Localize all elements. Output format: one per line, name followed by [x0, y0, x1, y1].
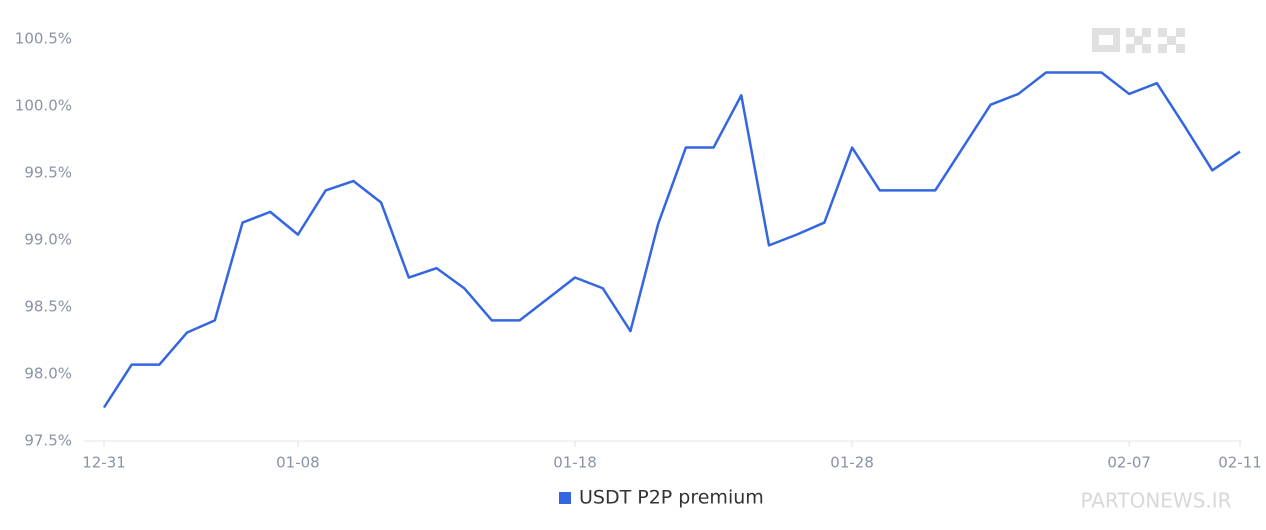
x-tick-label: 01-28: [830, 454, 874, 472]
y-tick-label: 99.5%: [24, 164, 72, 182]
okx-logo: [1092, 28, 1185, 53]
legend-swatch: [559, 492, 571, 504]
y-tick-label: 100.0%: [15, 97, 72, 115]
watermark: PARTONEWS.IR: [1080, 489, 1231, 513]
x-tick-label: 02-11: [1218, 454, 1262, 472]
legend-label: USDT P2P premium: [579, 487, 764, 509]
y-tick-label: 98.5%: [24, 298, 72, 316]
y-tick-label: 100.5%: [15, 30, 72, 48]
x-tick-label: 01-18: [553, 454, 597, 472]
x-tick-label: 12-31: [82, 454, 126, 472]
y-tick-label: 97.5%: [24, 432, 72, 450]
y-tick-label: 98.0%: [24, 365, 72, 383]
line: [102, 71, 1241, 409]
x-tick-label: 02-07: [1107, 454, 1151, 472]
x-tick-label: 01-08: [276, 454, 320, 472]
y-tick-label: 99.0%: [24, 231, 72, 249]
